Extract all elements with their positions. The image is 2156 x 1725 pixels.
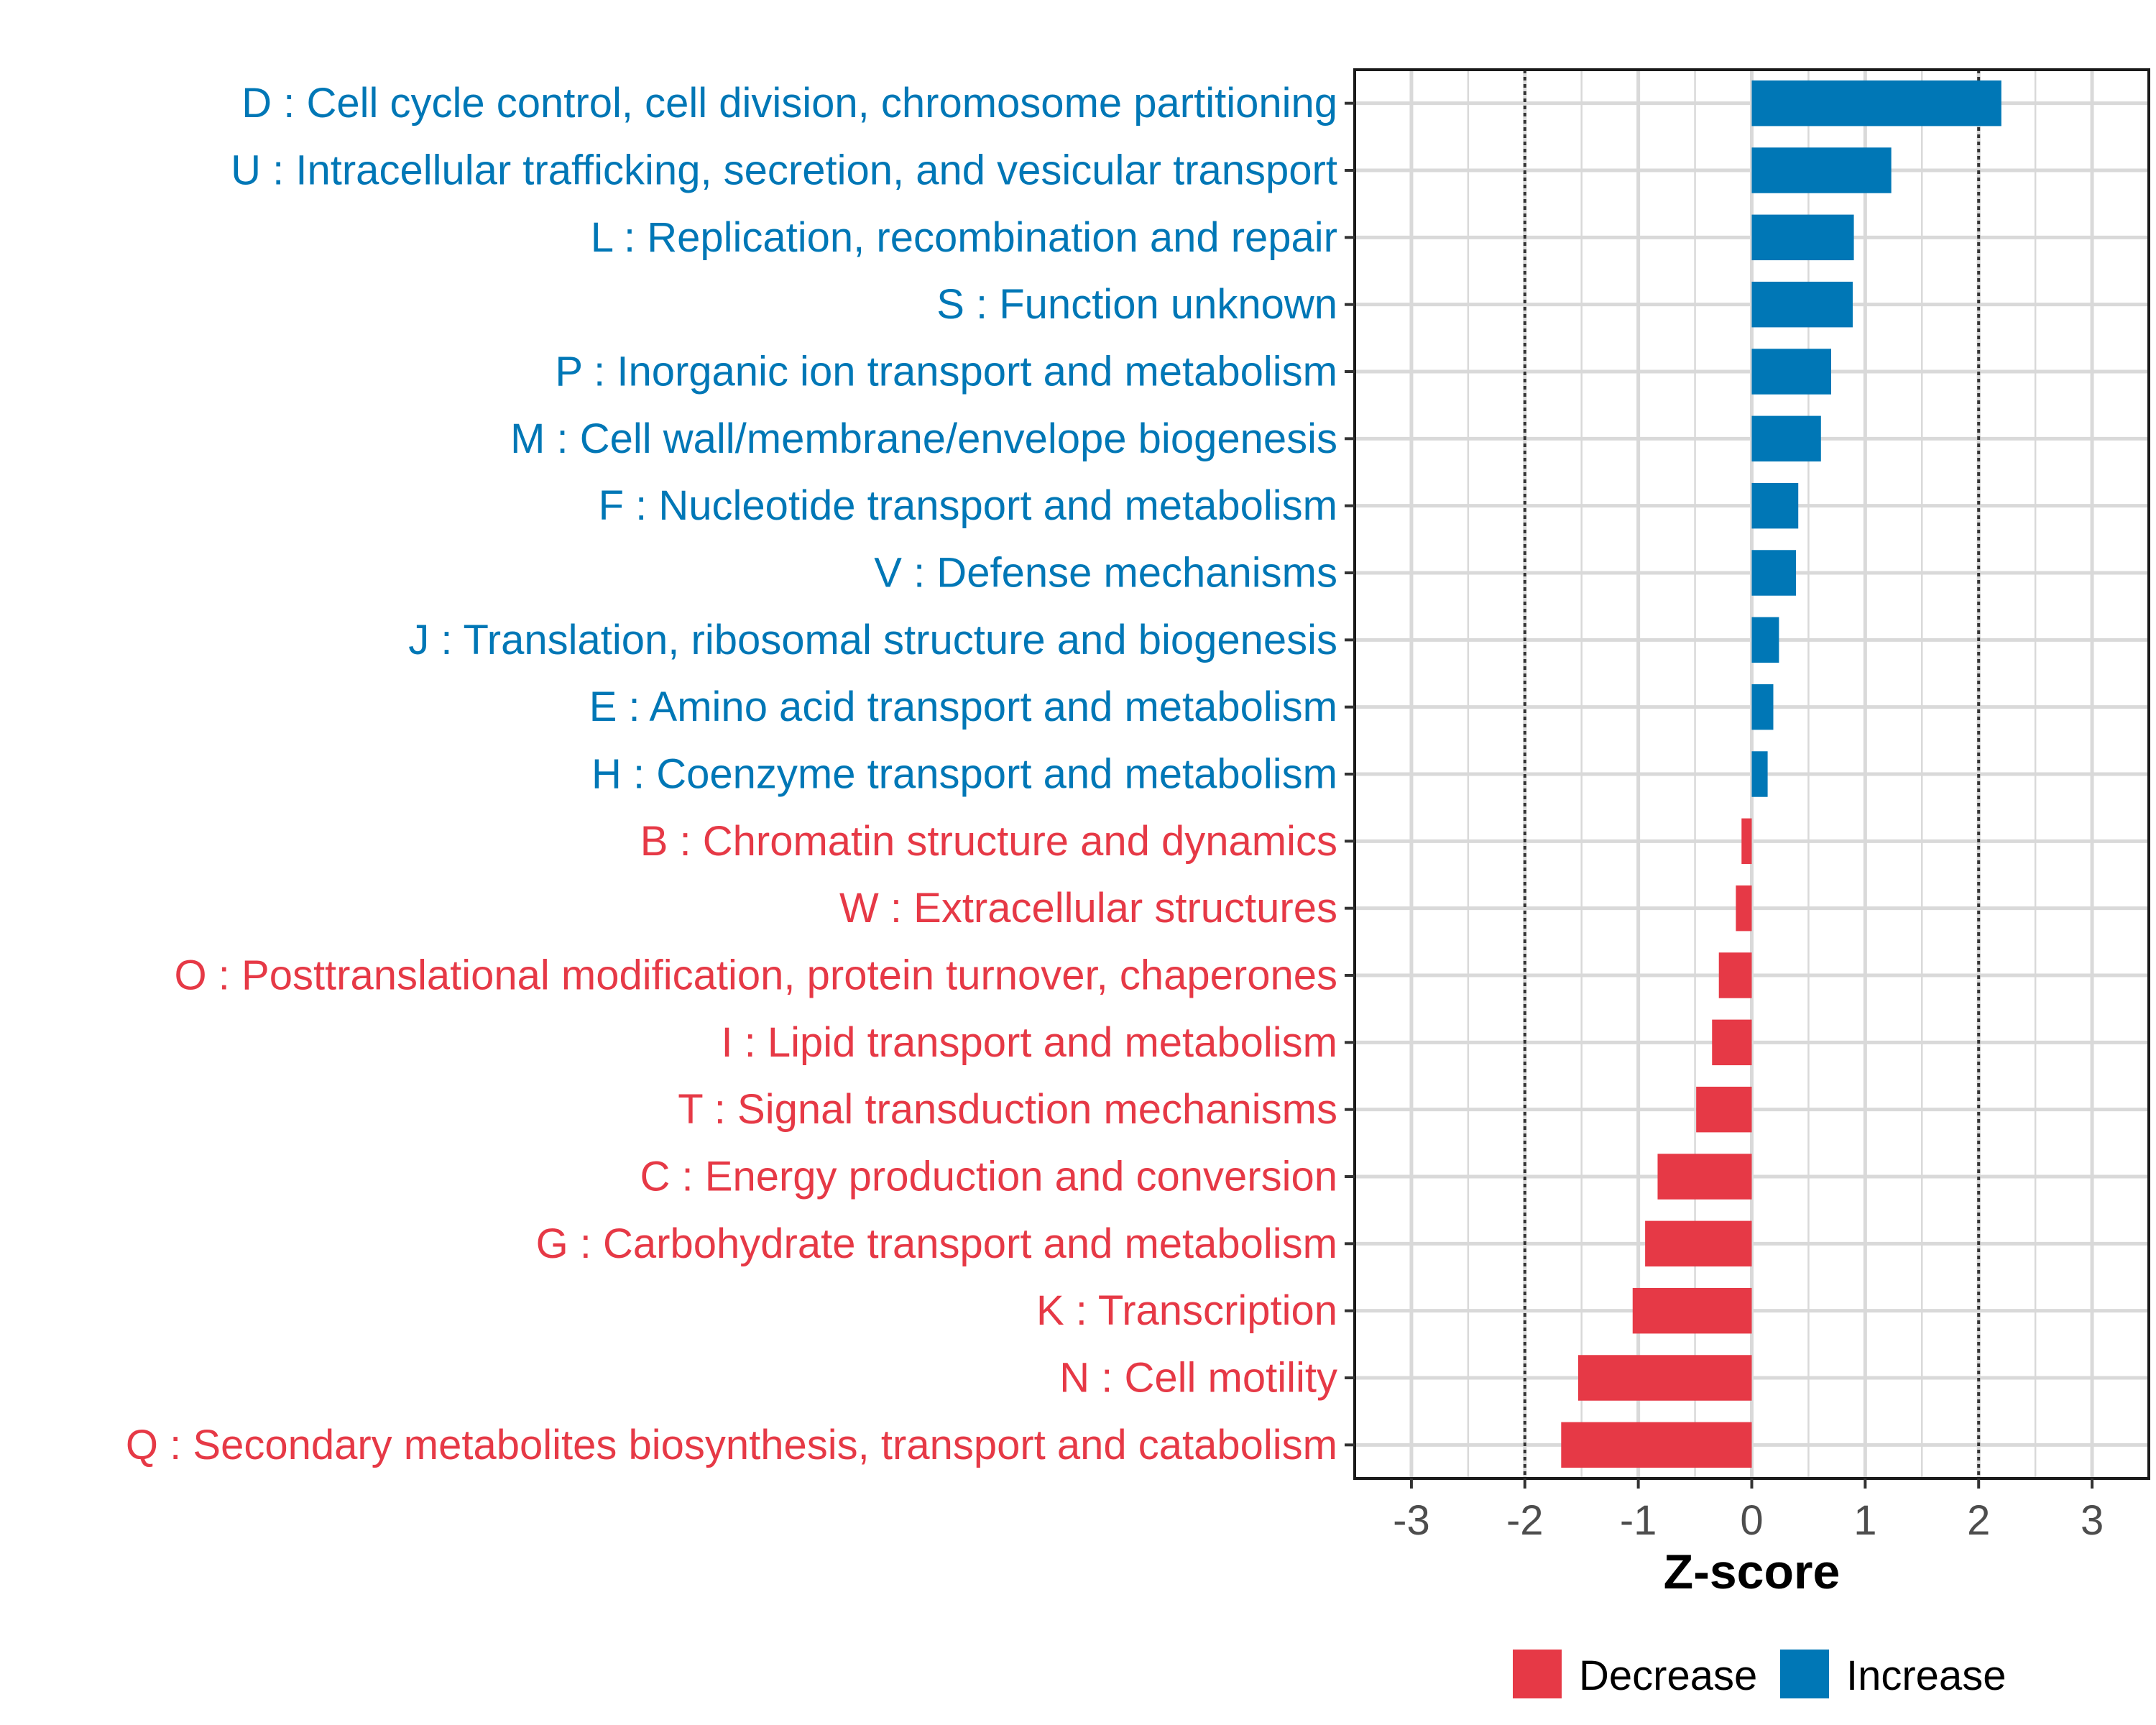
bar [1751,684,1774,730]
x-tick-label: -3 [1393,1497,1430,1544]
bar [1718,952,1752,998]
x-tick-label: -2 [1506,1497,1544,1544]
bars [1561,80,2001,1468]
bar [1751,751,1768,797]
x-tick-label: 2 [1967,1497,1990,1544]
bar [1657,1154,1752,1200]
y-tick-label: D : Cell cycle control, cell division, c… [241,80,1337,126]
y-tick-label: F : Nucleotide transport and metabolism [599,482,1337,529]
y-tick-label: C : Energy production and conversion [640,1154,1337,1200]
bar [1712,1019,1752,1066]
y-tick-label: E : Amino acid transport and metabolism [589,684,1337,730]
reference-lines [1523,70,1981,1478]
legend-key-increase [1780,1650,1829,1698]
bar [1751,415,1821,462]
y-tick-label: U : Intracellular trafficking, secretion… [231,147,1337,194]
y-tick-label: J : Translation, ribosomal structure and… [408,617,1337,663]
bar [1645,1220,1752,1267]
bar [1561,1422,1752,1468]
x-axis-title: Z-score [1664,1545,1841,1599]
bar [1751,281,1853,328]
bar [1751,482,1799,529]
bar [1751,550,1797,596]
x-tick-label: 0 [1740,1497,1763,1544]
x-tick-label: -1 [1620,1497,1657,1544]
y-tick-label: Q : Secondary metabolites biosynthesis, … [126,1422,1337,1468]
y-tick-label: S : Function unknown [936,281,1337,328]
bar [1751,617,1779,663]
y-tick-label: K : Transcription [1036,1287,1337,1334]
y-tick-label: N : Cell motility [1059,1355,1337,1402]
x-axis: -3 -2 -1 0 1 2 3 [1393,1478,2104,1544]
bar [1696,1086,1752,1133]
y-tick-label: G : Carbohydrate transport and metabolis… [536,1220,1337,1267]
y-tick-label: H : Coenzyme transport and metabolism [591,751,1337,798]
y-tick-label: W : Extracellular structures [839,885,1337,932]
x-tick-label: 1 [1853,1497,1876,1544]
y-tick-label: B : Chromatin structure and dynamics [640,818,1337,865]
legend: Decrease Increase [1513,1650,2006,1699]
y-axis: D : Cell cycle control, cell division, c… [126,80,1355,1468]
legend-label-increase: Increase [1846,1652,2006,1699]
bar [1751,214,1854,261]
y-tick-label: T : Signal transduction mechanisms [678,1086,1337,1133]
y-tick-label: I : Lipid transport and metabolism [721,1019,1337,1066]
bar [1751,349,1831,395]
bar [1632,1287,1752,1334]
y-tick-label: O : Posttranslational modification, prot… [175,952,1337,999]
bar [1577,1355,1752,1401]
bar [1736,885,1752,932]
y-tick-label: P : Inorganic ion transport and metaboli… [555,349,1337,395]
y-tick-label: V : Defense mechanisms [874,550,1337,597]
x-tick-label: 3 [2081,1497,2104,1544]
legend-label-decrease: Decrease [1579,1652,1757,1699]
y-tick-label: M : Cell wall/membrane/envelope biogenes… [510,415,1337,462]
bar [1751,80,2001,126]
bar [1741,818,1752,865]
bar [1751,147,1892,193]
legend-key-decrease [1513,1650,1562,1698]
y-tick-label: L : Replication, recombination and repai… [591,214,1337,261]
